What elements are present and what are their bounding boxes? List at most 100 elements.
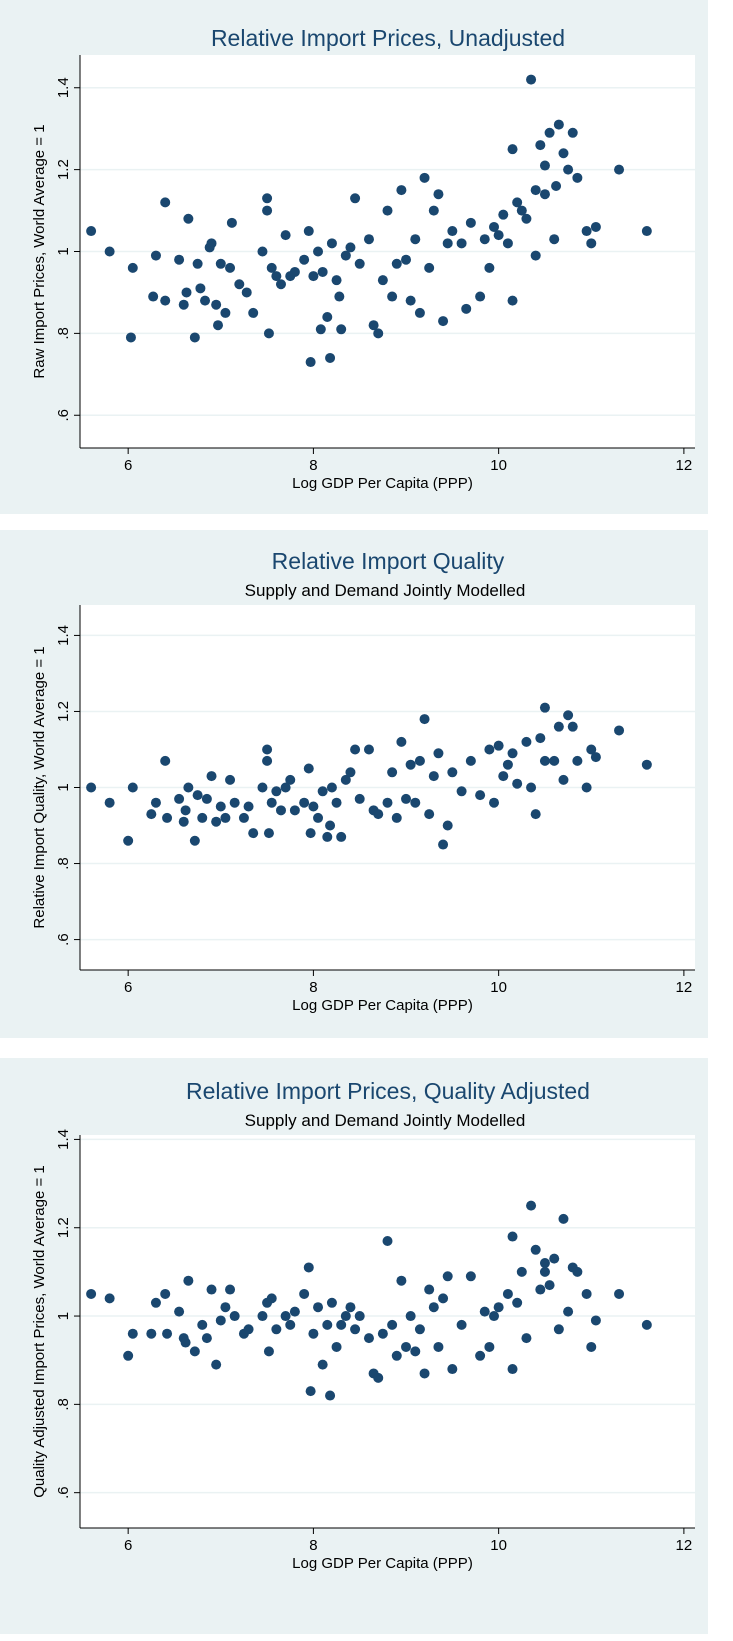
data-point <box>465 755 476 766</box>
chart-panel: Relative Import Prices, Unadjusted .6 .8 1 1… <box>0 0 708 514</box>
data-point <box>220 812 231 823</box>
data-point <box>303 1262 314 1273</box>
data-point <box>405 759 416 770</box>
data-point <box>229 1311 240 1322</box>
data-point <box>340 1311 351 1322</box>
data-point <box>229 797 240 808</box>
data-point <box>442 1271 453 1282</box>
data-point <box>456 238 467 249</box>
data-point <box>382 205 393 216</box>
data-point <box>181 287 192 298</box>
data-point <box>266 262 277 273</box>
data-point <box>225 262 236 273</box>
data-point <box>345 1302 356 1313</box>
data-point <box>289 1306 300 1317</box>
data-point <box>263 328 274 339</box>
chart-subtitle: Supply and Demand Jointly Modelled <box>245 1111 526 1130</box>
data-point <box>419 1368 430 1379</box>
data-point <box>206 238 217 249</box>
data-point <box>325 352 336 363</box>
data-point <box>148 291 159 302</box>
chart-title: Relative Import Prices, Quality Adjusted <box>186 1078 590 1104</box>
data-point <box>586 1341 597 1352</box>
data-point <box>428 771 439 782</box>
data-point <box>484 744 495 755</box>
x-tick-label: 8 <box>309 979 317 996</box>
x-tick-label: 12 <box>676 1537 693 1554</box>
data-point <box>498 771 509 782</box>
data-point <box>475 1350 486 1361</box>
data-point <box>410 1346 421 1357</box>
data-point <box>243 801 254 812</box>
y-tick-label: 1.4 <box>55 625 72 646</box>
data-point <box>174 254 185 265</box>
y-tick-label: 1 <box>55 247 72 255</box>
data-point <box>206 771 217 782</box>
data-point <box>438 316 449 327</box>
y-axis-label: Raw Import Prices, World Average = 1 <box>31 124 48 378</box>
data-point <box>363 744 374 755</box>
y-tick-label: 1.2 <box>55 159 72 180</box>
data-point <box>303 226 314 237</box>
data-point <box>401 793 412 804</box>
data-point <box>183 213 194 224</box>
data-point <box>326 1297 337 1308</box>
data-point <box>125 332 136 343</box>
data-point <box>553 1324 564 1335</box>
y-tick-label: .6 <box>55 933 72 946</box>
data-point <box>331 1341 342 1352</box>
data-point <box>414 755 425 766</box>
y-tick-label: .6 <box>55 1486 72 1499</box>
data-point <box>572 755 583 766</box>
data-point <box>262 744 273 755</box>
data-point <box>368 320 379 331</box>
data-point <box>438 1293 449 1304</box>
data-point <box>539 1266 550 1277</box>
data-point <box>414 307 425 318</box>
data-point <box>493 740 504 751</box>
data-point <box>275 279 286 290</box>
data-point <box>456 1319 467 1330</box>
data-point <box>516 1266 527 1277</box>
data-point <box>238 812 249 823</box>
data-point <box>563 1306 574 1317</box>
chart-subtitle: Supply and Demand Jointly Modelled <box>245 581 526 600</box>
data-point <box>479 1306 490 1317</box>
data-point <box>303 763 314 774</box>
data-point <box>322 1319 333 1330</box>
data-point <box>150 1297 161 1308</box>
data-point <box>271 271 282 282</box>
data-point <box>215 1315 226 1326</box>
data-point <box>516 205 527 216</box>
data-point <box>526 782 537 793</box>
data-point <box>123 835 134 846</box>
data-point <box>162 1328 173 1339</box>
data-point <box>614 164 625 175</box>
data-point <box>220 307 231 318</box>
data-point <box>299 1288 310 1299</box>
data-point <box>590 752 601 763</box>
data-point <box>544 127 555 138</box>
data-point <box>502 1288 513 1299</box>
data-point <box>146 809 157 820</box>
data-point <box>419 172 430 183</box>
data-point <box>192 258 203 269</box>
data-point <box>263 1346 274 1357</box>
data-point <box>549 234 560 245</box>
data-point <box>447 1364 458 1375</box>
data-point <box>363 234 374 245</box>
x-tick-label: 10 <box>490 457 507 474</box>
data-point <box>271 1324 282 1335</box>
data-point <box>257 1311 268 1322</box>
data-point <box>553 721 564 732</box>
data-point <box>127 782 138 793</box>
data-point <box>419 714 430 725</box>
data-point <box>544 1280 555 1291</box>
data-point <box>465 217 476 228</box>
data-point <box>127 262 138 273</box>
data-point <box>530 809 541 820</box>
y-tick-label: 1.4 <box>55 77 72 98</box>
data-point <box>502 238 513 249</box>
data-point <box>275 805 286 816</box>
